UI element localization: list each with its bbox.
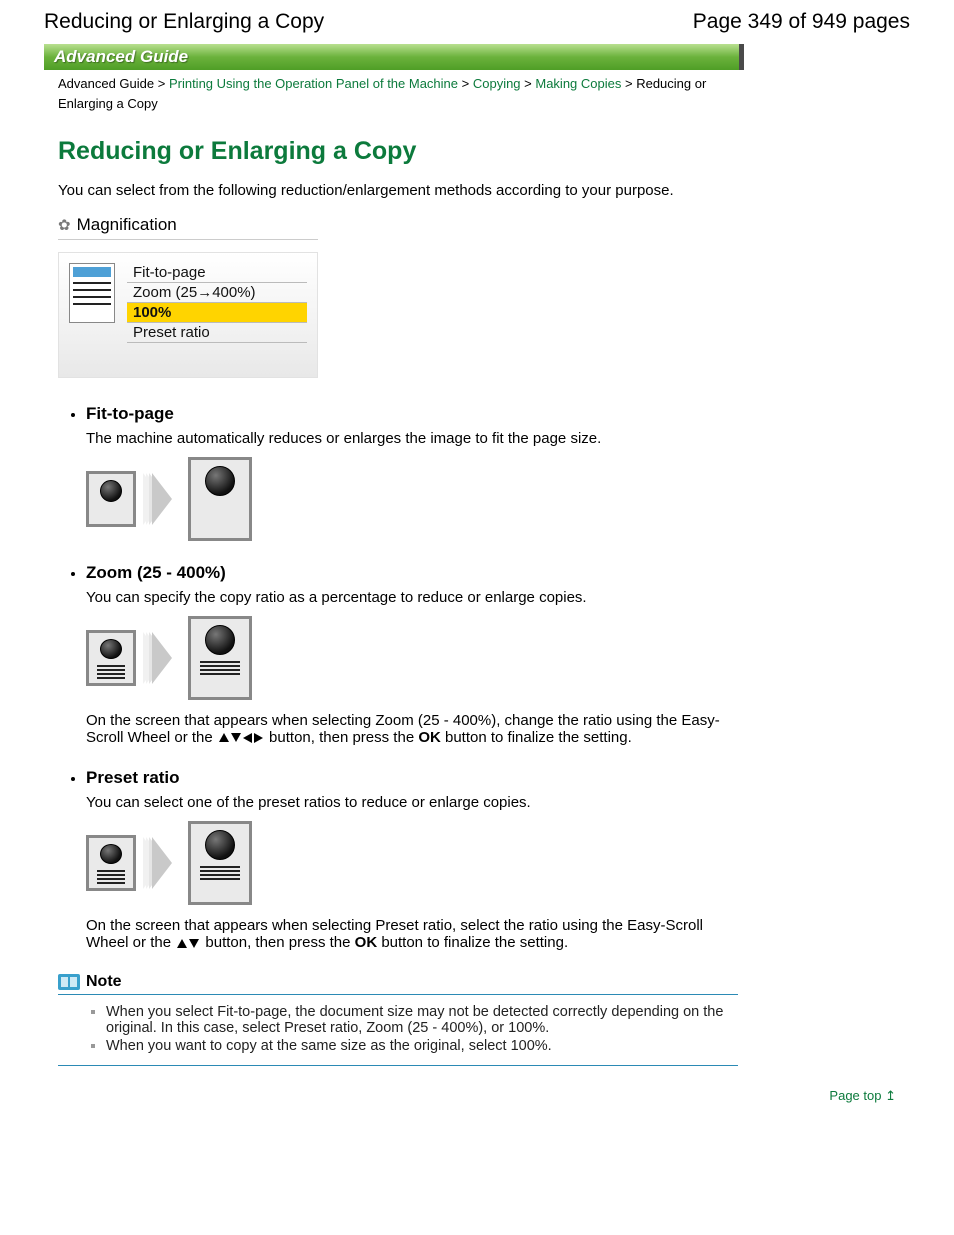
feature-title: Fit-to-page <box>86 404 738 424</box>
page-top-link[interactable]: Page top <box>829 1088 881 1103</box>
page-icon <box>188 457 252 541</box>
feature-desc: The machine automatically reduces or enl… <box>86 430 738 447</box>
feature-extra: On the screen that appears when selectin… <box>86 712 738 746</box>
header-title: Reducing or Enlarging a Copy <box>44 10 324 34</box>
chevron-right-icon <box>152 632 172 684</box>
arrow-buttons-icon <box>219 733 263 743</box>
page-top-label: Page top <box>829 1088 881 1103</box>
chevron-right-icon <box>152 473 172 525</box>
breadcrumb-item: Advanced Guide <box>58 76 154 91</box>
page-icon <box>188 616 252 700</box>
page-icon <box>86 471 136 527</box>
breadcrumb-sep: > <box>521 76 536 91</box>
up-arrow-icon: ↥ <box>885 1088 896 1103</box>
page-icon <box>86 630 136 686</box>
page-title: Reducing or Enlarging a Copy <box>58 137 738 166</box>
feature-illustration <box>86 457 738 541</box>
sphere-icon <box>205 466 235 496</box>
header-page-info: Page 349 of 949 pages <box>693 10 910 34</box>
sphere-icon <box>205 830 235 860</box>
feature-illustration <box>86 616 738 700</box>
sphere-icon <box>205 625 235 655</box>
breadcrumb-item[interactable]: Copying <box>473 76 521 91</box>
ok-label: OK <box>355 934 378 951</box>
gear-icon: ✿ <box>58 216 71 234</box>
note-heading: Note <box>86 973 122 991</box>
breadcrumb-sep: > <box>458 76 473 91</box>
magnification-option[interactable]: Fit-to-page <box>127 263 307 283</box>
feature-item: Zoom (25 - 400%) You can specify the copy… <box>86 563 738 746</box>
magnification-option[interactable]: 100% <box>127 303 307 323</box>
sphere-icon <box>100 639 122 659</box>
magnification-option[interactable]: Preset ratio <box>127 323 307 343</box>
magnification-label: Magnification <box>77 215 177 235</box>
guide-banner: Advanced Guide <box>44 44 744 70</box>
page-icon <box>188 821 252 905</box>
book-icon <box>58 974 80 990</box>
arrow-buttons-icon <box>177 939 199 948</box>
note-item: When you want to copy at the same size a… <box>106 1037 738 1055</box>
feature-list: Fit-to-page The machine automatically red… <box>58 404 738 951</box>
breadcrumb: Advanced Guide > Printing Using the Oper… <box>58 74 736 113</box>
page-top-link-container: Page top ↥ <box>0 1088 896 1104</box>
feature-title: Preset ratio <box>86 768 738 788</box>
sphere-icon <box>100 480 122 502</box>
intro-text: You can select from the following reduct… <box>58 182 738 199</box>
feature-item: Fit-to-page The machine automatically red… <box>86 404 738 541</box>
magnification-header: ✿ Magnification <box>58 213 318 240</box>
magnification-menu: Fit-to-pageZoom (25→400%)100%Preset rati… <box>58 252 318 378</box>
feature-illustration <box>86 821 738 905</box>
feature-extra: On the screen that appears when selectin… <box>86 917 738 951</box>
feature-desc: You can select one of the preset ratios … <box>86 794 738 811</box>
magnification-options: Fit-to-pageZoom (25→400%)100%Preset rati… <box>127 263 307 343</box>
page-icon <box>86 835 136 891</box>
chevron-right-icon <box>152 837 172 889</box>
feature-item: Preset ratio You can select one of the pr… <box>86 768 738 951</box>
feature-desc: You can specify the copy ratio as a perc… <box>86 589 738 606</box>
page-header: Reducing or Enlarging a Copy Page 349 of… <box>0 0 954 38</box>
magnification-option[interactable]: Zoom (25→400%) <box>127 283 307 303</box>
note-list: When you select Fit-to-page, the documen… <box>58 1003 738 1066</box>
breadcrumb-sep: > <box>154 76 169 91</box>
feature-title: Zoom (25 - 400%) <box>86 563 738 583</box>
ok-label: OK <box>418 729 441 746</box>
note-header: Note <box>58 973 738 995</box>
sphere-icon <box>100 844 122 864</box>
breadcrumb-item[interactable]: Making Copies <box>535 76 621 91</box>
breadcrumb-sep: > <box>621 76 636 91</box>
note-item: When you select Fit-to-page, the documen… <box>106 1003 738 1037</box>
breadcrumb-item[interactable]: Printing Using the Operation Panel of th… <box>169 76 458 91</box>
paper-thumb-icon <box>69 263 115 323</box>
